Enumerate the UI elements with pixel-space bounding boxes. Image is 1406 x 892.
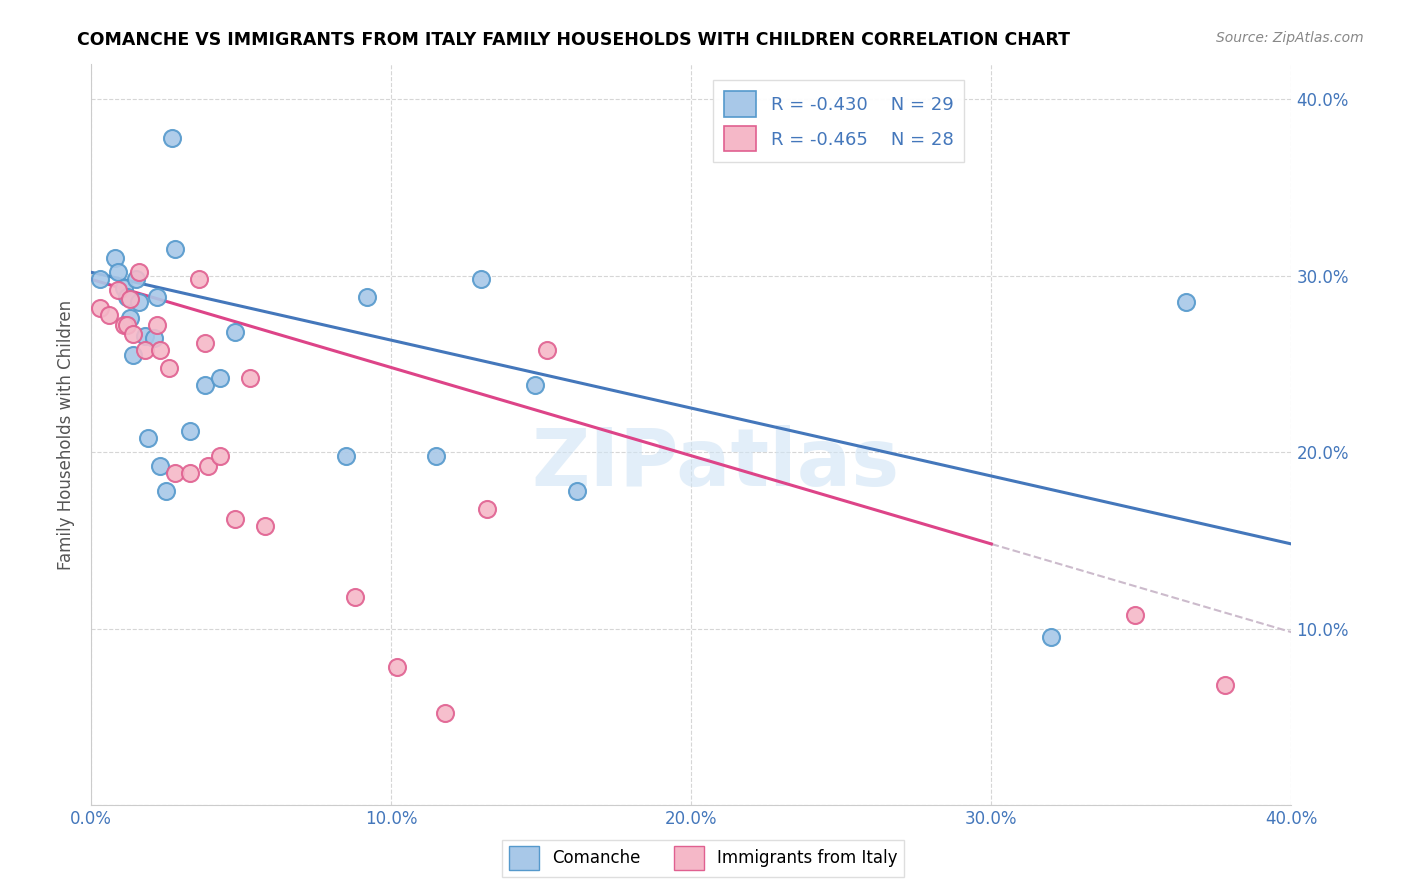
Point <box>104 251 127 265</box>
Point <box>98 308 121 322</box>
Point <box>155 483 177 498</box>
Point <box>1040 631 1063 645</box>
Point <box>143 330 166 344</box>
Point <box>115 318 138 333</box>
Point <box>197 459 219 474</box>
Point <box>149 459 172 474</box>
Point <box>165 243 187 257</box>
Point <box>470 272 492 286</box>
Point <box>136 431 159 445</box>
Point <box>146 290 169 304</box>
Point <box>165 467 187 481</box>
Point <box>1125 607 1147 622</box>
Point <box>477 501 499 516</box>
Point <box>209 371 232 385</box>
Y-axis label: Family Households with Children: Family Households with Children <box>58 300 75 570</box>
Point <box>122 326 145 341</box>
Point <box>188 272 211 286</box>
Point <box>524 378 547 392</box>
Point <box>224 325 246 339</box>
Point <box>425 449 447 463</box>
Point <box>107 283 129 297</box>
Point <box>335 449 357 463</box>
Point <box>120 311 142 326</box>
Point <box>157 360 180 375</box>
Point <box>146 318 169 333</box>
Text: Source: ZipAtlas.com: Source: ZipAtlas.com <box>1216 31 1364 45</box>
Point <box>89 301 111 315</box>
Point <box>134 328 156 343</box>
Point <box>1215 678 1237 692</box>
Point <box>344 590 367 604</box>
Legend: Comanche, Immigrants from Italy: Comanche, Immigrants from Italy <box>502 839 904 877</box>
Point <box>567 483 589 498</box>
Point <box>112 281 135 295</box>
Point <box>125 272 148 286</box>
Point <box>128 265 150 279</box>
Text: COMANCHE VS IMMIGRANTS FROM ITALY FAMILY HOUSEHOLDS WITH CHILDREN CORRELATION CH: COMANCHE VS IMMIGRANTS FROM ITALY FAMILY… <box>77 31 1070 49</box>
Point <box>194 335 217 350</box>
Point <box>112 318 135 333</box>
Point <box>122 348 145 362</box>
Point <box>128 295 150 310</box>
Point <box>239 371 262 385</box>
Text: ZIPatlas: ZIPatlas <box>531 425 900 503</box>
Point <box>134 343 156 357</box>
Point <box>254 519 277 533</box>
Point <box>209 449 232 463</box>
Point <box>160 131 183 145</box>
Point <box>149 343 172 357</box>
Legend: R = -0.430    N = 29, R = -0.465    N = 28: R = -0.430 N = 29, R = -0.465 N = 28 <box>713 80 965 162</box>
Point <box>120 292 142 306</box>
Point <box>356 290 378 304</box>
Point <box>1175 295 1198 310</box>
Point <box>115 290 138 304</box>
Point <box>179 467 201 481</box>
Point <box>387 660 409 674</box>
Point <box>434 706 457 721</box>
Point <box>536 343 558 357</box>
Point <box>89 272 111 286</box>
Point <box>107 265 129 279</box>
Point <box>179 424 201 438</box>
Point <box>194 378 217 392</box>
Point <box>224 512 246 526</box>
